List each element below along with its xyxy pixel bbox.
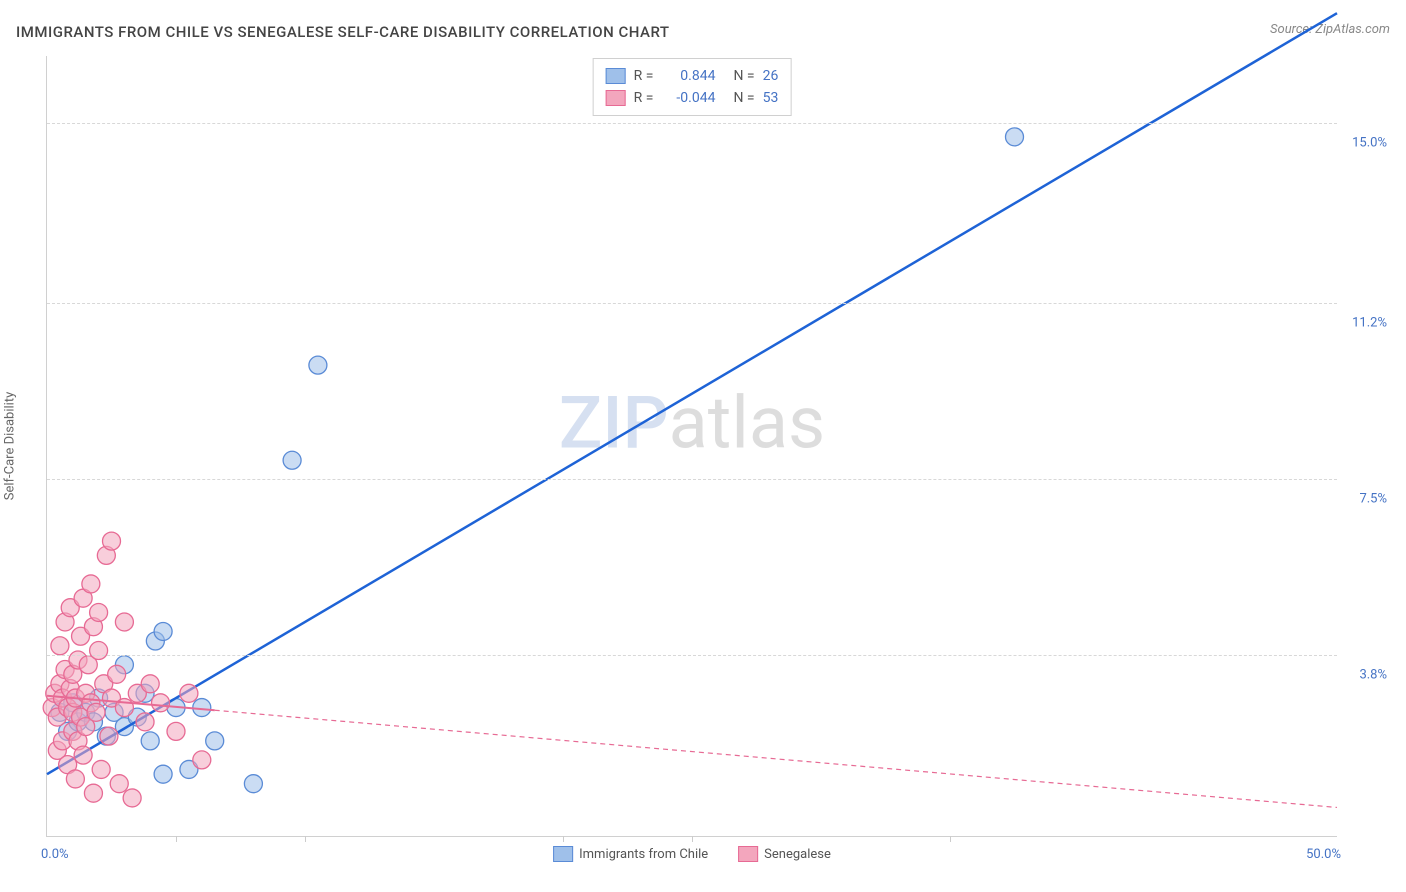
series-label-chile: Immigrants from Chile bbox=[579, 847, 708, 862]
n-value-senegal: 53 bbox=[763, 87, 779, 109]
y-tick-label: 7.5% bbox=[1341, 492, 1387, 507]
scatter-point bbox=[244, 775, 262, 793]
scatter-point bbox=[90, 642, 108, 660]
scatter-point bbox=[180, 684, 198, 702]
legend-row-chile: R = 0.844 N = 26 bbox=[606, 65, 779, 87]
chart-title: IMMIGRANTS FROM CHILE VS SENEGALESE SELF… bbox=[16, 23, 670, 41]
gridline bbox=[47, 303, 1337, 304]
gridline bbox=[47, 479, 1337, 480]
n-value-chile: 26 bbox=[763, 65, 779, 87]
legend-item-chile: Immigrants from Chile bbox=[553, 846, 708, 862]
scatter-point bbox=[115, 613, 133, 631]
r-label: R = bbox=[634, 87, 654, 109]
scatter-point bbox=[84, 784, 102, 802]
gridline bbox=[47, 123, 1337, 124]
scatter-point bbox=[154, 622, 172, 640]
scatter-point bbox=[154, 765, 172, 783]
scatter-point bbox=[141, 732, 159, 750]
scatter-point bbox=[74, 746, 92, 764]
r-value-chile: 0.844 bbox=[661, 65, 715, 87]
scatter-svg bbox=[47, 56, 1337, 836]
scatter-point bbox=[82, 575, 100, 593]
scatter-point bbox=[283, 451, 301, 469]
scatter-point bbox=[152, 694, 170, 712]
scatter-point bbox=[167, 722, 185, 740]
swatch-senegal bbox=[606, 90, 626, 106]
scatter-point bbox=[66, 770, 84, 788]
r-label: R = bbox=[634, 65, 654, 87]
scatter-point bbox=[206, 732, 224, 750]
gridline bbox=[47, 655, 1337, 656]
scatter-point bbox=[1006, 128, 1024, 146]
swatch-chile bbox=[606, 68, 626, 84]
scatter-point bbox=[193, 751, 211, 769]
y-axis-label: Self-Care Disability bbox=[3, 392, 18, 500]
scatter-point bbox=[90, 603, 108, 621]
swatch-chile bbox=[553, 846, 573, 862]
x-tick bbox=[563, 836, 564, 842]
scatter-point bbox=[92, 760, 110, 778]
source-label: Source: ZipAtlas.com bbox=[1270, 22, 1390, 37]
scatter-point bbox=[87, 703, 105, 721]
trend-line bbox=[47, 13, 1337, 774]
x-tick bbox=[176, 836, 177, 842]
scatter-point bbox=[123, 789, 141, 807]
legend-row-senegal: R = -0.044 N = 53 bbox=[606, 87, 779, 109]
scatter-point bbox=[108, 665, 126, 683]
correlation-legend: R = 0.844 N = 26 R = -0.044 N = 53 bbox=[593, 58, 792, 116]
scatter-point bbox=[136, 713, 154, 731]
scatter-point bbox=[309, 356, 327, 374]
y-tick-label: 11.2% bbox=[1341, 316, 1387, 331]
series-legend: Immigrants from Chile Senegalese bbox=[553, 846, 831, 862]
scatter-point bbox=[141, 675, 159, 693]
x-min-label: 0.0% bbox=[41, 847, 69, 862]
scatter-point bbox=[110, 775, 128, 793]
scatter-point bbox=[100, 727, 118, 745]
x-tick bbox=[692, 836, 693, 842]
scatter-point bbox=[51, 637, 69, 655]
y-tick-label: 15.0% bbox=[1341, 135, 1387, 150]
series-label-senegal: Senegalese bbox=[764, 847, 831, 862]
y-tick-label: 3.8% bbox=[1341, 668, 1387, 683]
x-max-label: 50.0% bbox=[1306, 847, 1341, 862]
legend-item-senegal: Senegalese bbox=[738, 846, 831, 862]
swatch-senegal bbox=[738, 846, 758, 862]
x-tick bbox=[950, 836, 951, 842]
trend-line bbox=[215, 710, 1337, 807]
plot-area: ZIPatlas R = 0.844 N = 26 R = -0.044 N =… bbox=[46, 56, 1337, 837]
r-value-senegal: -0.044 bbox=[661, 87, 715, 109]
scatter-point bbox=[103, 532, 121, 550]
n-label: N = bbox=[733, 65, 754, 87]
x-tick bbox=[305, 836, 306, 842]
n-label: N = bbox=[733, 87, 754, 109]
